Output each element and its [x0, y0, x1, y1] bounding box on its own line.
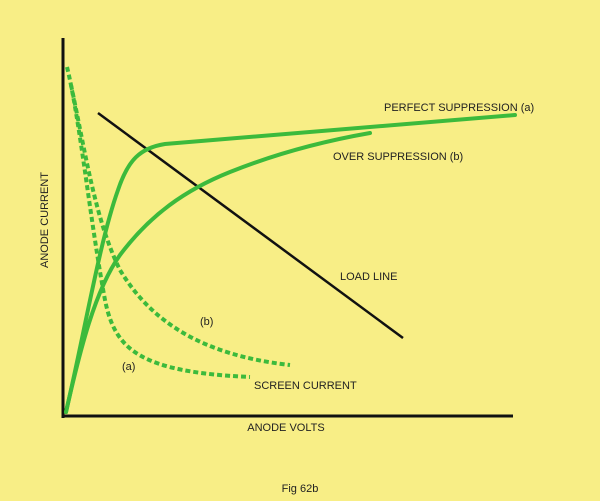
load-line-label: LOAD LINE	[340, 271, 397, 283]
perfect-suppression-label: PERFECT SUPPRESSION (a)	[384, 102, 534, 114]
screen-a-label: (a)	[122, 361, 135, 373]
over-suppression-curve	[64, 131, 372, 414]
over-suppression-label: OVER SUPPRESSION (b)	[333, 151, 463, 163]
y-axis-label: ANODE CURRENT	[39, 172, 51, 268]
screen-b-label: (b)	[200, 316, 213, 328]
screen-current-label: SCREEN CURRENT	[254, 380, 357, 392]
caption: Fig 62b	[282, 483, 319, 495]
screen-current-a	[65, 66, 251, 379]
screen-current-b	[69, 84, 291, 367]
x-axis-label: ANODE VOLTS	[247, 422, 324, 434]
